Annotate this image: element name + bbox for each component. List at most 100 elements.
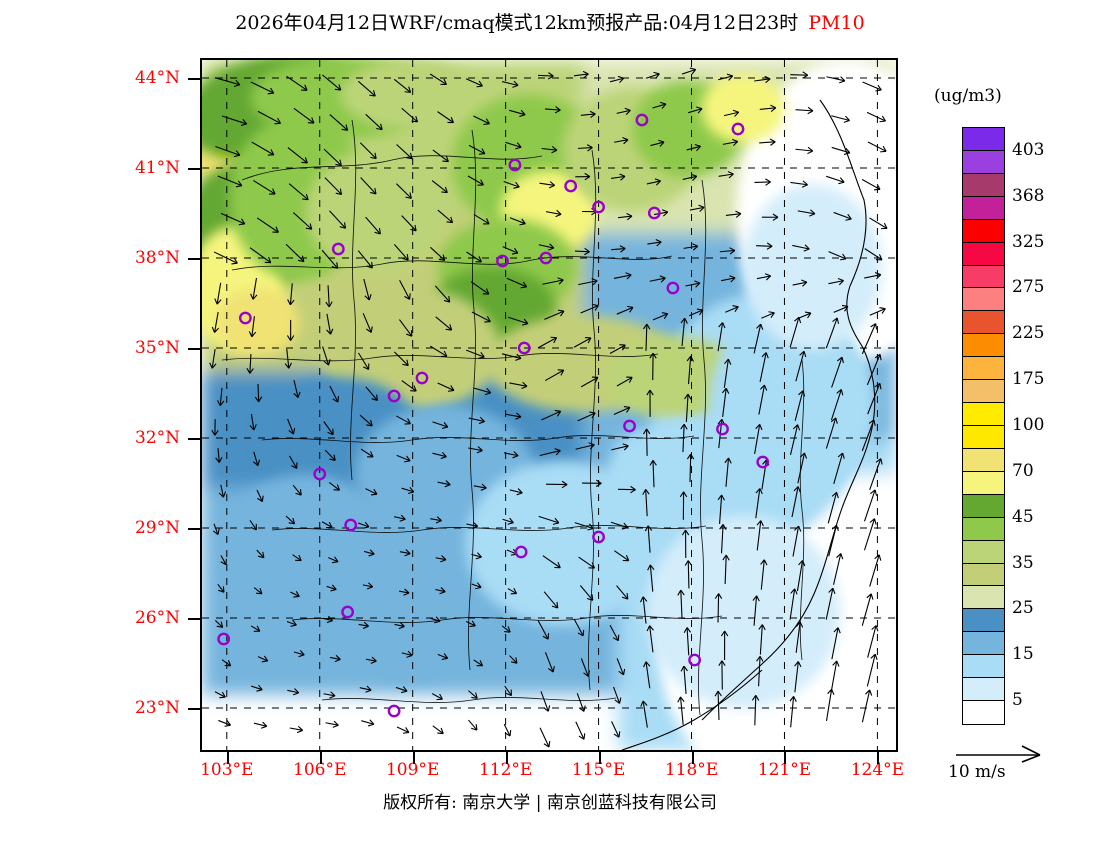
wind-arrow — [322, 74, 342, 91]
wind-arrow — [437, 111, 454, 124]
colorbar[interactable] — [962, 127, 1005, 725]
wind-arrow — [287, 418, 296, 435]
wind-arrow — [538, 243, 555, 251]
wind-arrow — [645, 71, 660, 79]
contour-blob-11 — [306, 149, 445, 274]
wind-arrow — [465, 78, 483, 88]
wind-arrow — [575, 721, 586, 740]
wind-arrow — [790, 71, 809, 79]
wind-arrow — [246, 353, 254, 374]
wind-arrow — [689, 204, 705, 212]
wind-arrow — [473, 387, 492, 396]
wind-arrow — [541, 146, 558, 154]
wind-arrow — [753, 323, 764, 354]
wind-arrow — [509, 217, 526, 226]
map-plot-area[interactable] — [200, 58, 898, 752]
wind-arrow — [432, 421, 449, 429]
wind-arrow — [285, 515, 296, 525]
wind-arrow — [401, 650, 413, 658]
wind-arrow — [252, 451, 261, 467]
wind-arrow — [292, 554, 302, 562]
wind-arrow — [326, 313, 334, 335]
wind-arrow — [432, 725, 444, 735]
lon-tick — [598, 752, 601, 764]
wind-arrow — [470, 281, 490, 295]
wind-arrow — [253, 180, 276, 195]
wind-arrow — [249, 247, 272, 264]
wind-arrow — [214, 620, 224, 628]
wind-arrow — [760, 559, 768, 590]
wind-arrow — [864, 272, 882, 280]
wind-arrow — [795, 621, 804, 653]
wind-arrow — [253, 721, 268, 729]
station-marker-4 — [592, 200, 605, 214]
wind-arrow — [360, 448, 374, 458]
wind-arrow — [869, 458, 883, 491]
wind-arrow — [679, 491, 688, 520]
wind-arrow — [653, 209, 669, 217]
lon-tick — [226, 752, 229, 764]
colorbar-band-13 — [963, 425, 1004, 449]
wind-arrow — [864, 248, 883, 261]
wind-arrow — [544, 652, 555, 673]
wind-arrow — [611, 721, 621, 738]
wind-arrow — [794, 390, 806, 421]
wind-arrow — [831, 146, 851, 155]
wind-arrow — [825, 317, 840, 349]
wind-arrow — [756, 242, 773, 250]
lat-tick — [188, 438, 200, 440]
wind-arrow — [539, 181, 556, 189]
wind-arrow — [321, 521, 333, 529]
wind-arrow — [292, 484, 302, 496]
wind-arrow — [365, 113, 383, 131]
wind-arrow — [866, 653, 878, 687]
wind-arrow — [614, 136, 629, 145]
wind-arrow — [611, 245, 626, 253]
wind-arrow — [756, 273, 772, 281]
wind-arrow — [789, 696, 797, 728]
title-species: PM10 — [808, 12, 865, 34]
wind-arrow — [401, 380, 417, 392]
wind-arrow — [684, 393, 692, 423]
lat-tick — [188, 258, 200, 260]
wind-arrow — [539, 448, 561, 457]
colorbar-band-12 — [963, 403, 1004, 426]
lon-tick — [319, 752, 322, 764]
wind-arrow — [827, 491, 839, 524]
wind-arrow — [395, 686, 408, 694]
wind-arrow — [254, 383, 263, 403]
wind-arrow — [719, 524, 727, 554]
colorbar-band-21 — [963, 609, 1004, 633]
wind-arrow — [861, 419, 876, 452]
wind-arrow — [714, 690, 722, 721]
lon-tick — [505, 752, 508, 764]
wind-arrow — [649, 275, 666, 283]
colorbar-label-225: 225 — [1012, 323, 1045, 344]
colorbar-band-4 — [963, 219, 1004, 243]
wind-arrow — [466, 251, 482, 263]
colorbar-label-25: 25 — [1012, 598, 1034, 619]
wind-arrow — [579, 585, 594, 601]
wind-arrow — [289, 455, 298, 469]
lon-label-124: 124°E — [850, 760, 905, 780]
wind-arrow — [468, 144, 486, 155]
wind-arrow — [795, 146, 814, 155]
wind-arrow — [501, 353, 522, 361]
wind-arrow — [322, 346, 331, 366]
station-marker-18 — [344, 518, 358, 532]
map-canvas — [202, 60, 896, 750]
wind-arrow — [646, 389, 654, 417]
wind-arrow — [828, 524, 839, 557]
wind-arrow — [758, 624, 766, 655]
wind-arrow — [867, 382, 882, 415]
wind-arrow — [580, 658, 591, 677]
wind-arrow — [797, 311, 812, 320]
wind-arrow — [861, 179, 881, 191]
wind-arrow — [360, 177, 377, 195]
lat-label-29: 29°N — [134, 518, 180, 538]
province-line-2 — [221, 353, 659, 362]
colorbar-band-15 — [963, 471, 1004, 495]
wind-arrow — [215, 145, 241, 158]
wind-arrow — [833, 452, 845, 485]
